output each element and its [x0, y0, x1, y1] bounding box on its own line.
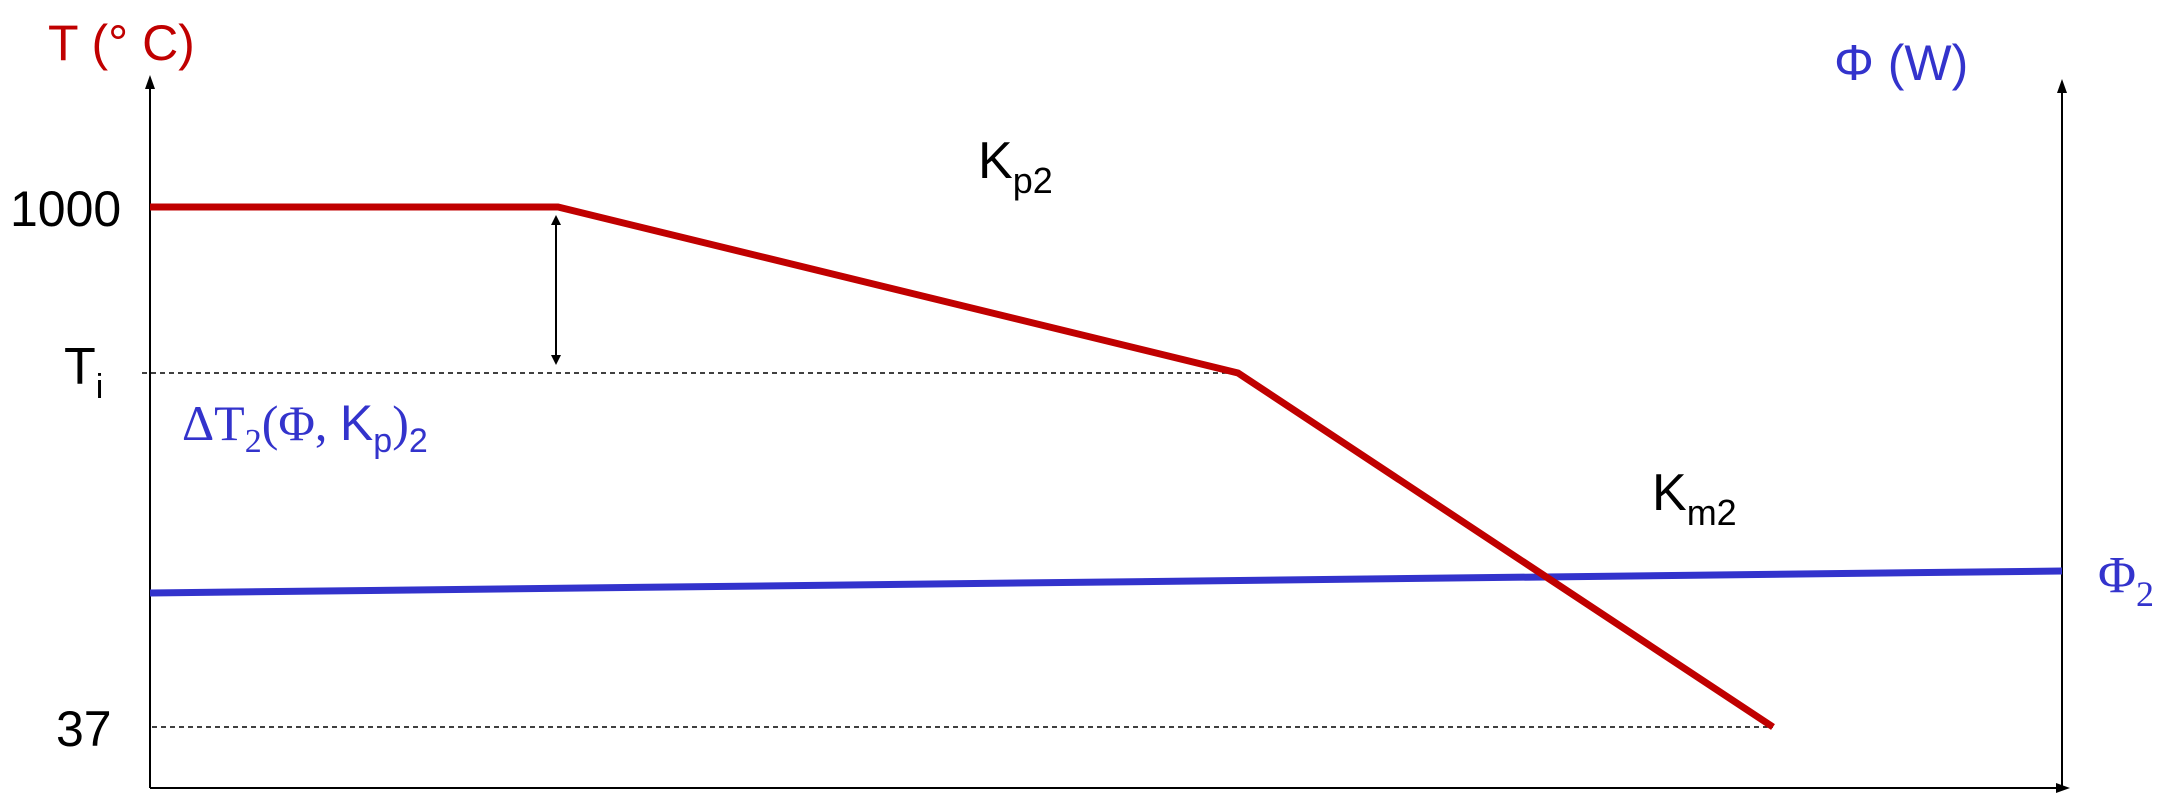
- phi2-label: Φ2: [2098, 547, 2154, 614]
- tick-label-1000: 1000: [10, 181, 121, 237]
- km2-label: Km2: [1652, 464, 1737, 533]
- temperature-profile: [150, 203, 1775, 730]
- tick-label-37: 37: [56, 701, 112, 757]
- kp2-label: Kp2: [978, 132, 1053, 201]
- tick-label-ti: Ti: [64, 338, 103, 406]
- right-axis-title: Φ (W): [1834, 35, 1968, 91]
- delta-t-label: ΔT2(Φ, Kp)2: [182, 395, 428, 460]
- left-axis-title: T (° C): [48, 15, 195, 71]
- flux-line: [149, 567, 2063, 597]
